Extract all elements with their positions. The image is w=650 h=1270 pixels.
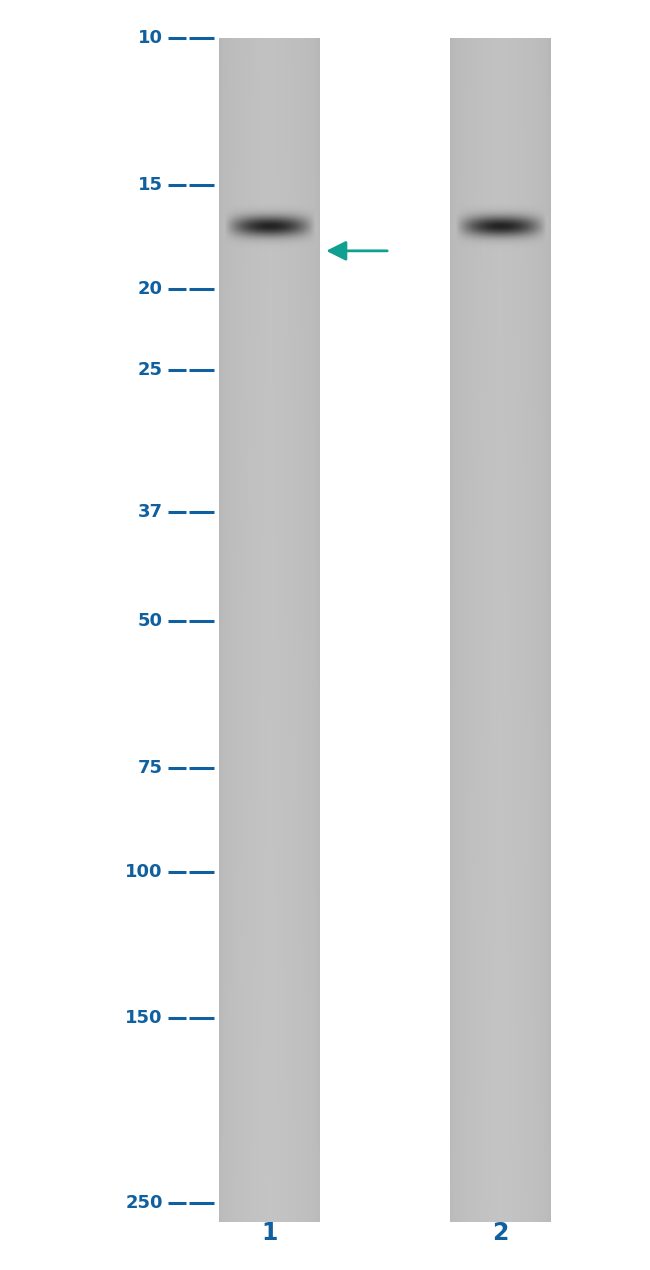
Text: 15: 15 [138,175,162,194]
Text: 10: 10 [138,29,162,47]
Text: 25: 25 [138,361,162,378]
Text: 150: 150 [125,1010,162,1027]
Text: 50: 50 [138,612,162,630]
Text: 75: 75 [138,758,162,776]
Text: 2: 2 [492,1220,509,1245]
Text: 37: 37 [138,503,162,521]
Text: 250: 250 [125,1194,162,1213]
Text: 20: 20 [138,279,162,298]
Text: 100: 100 [125,862,162,880]
Text: 1: 1 [261,1220,278,1245]
